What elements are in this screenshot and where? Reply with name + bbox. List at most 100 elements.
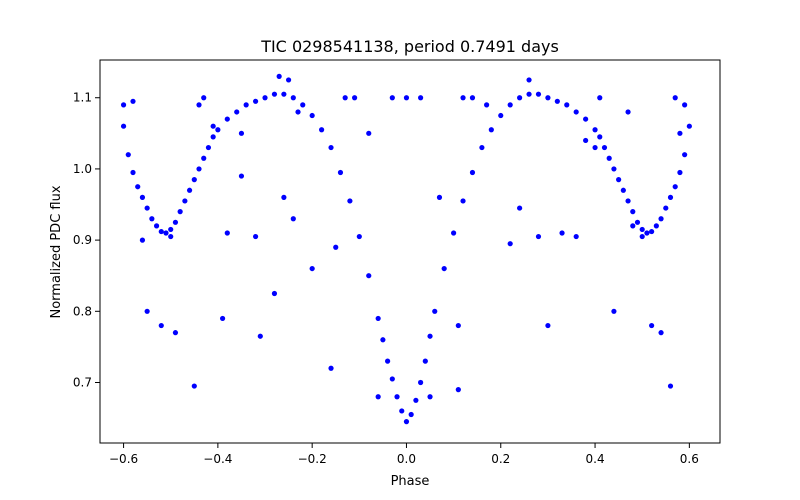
- data-point: [234, 109, 240, 115]
- data-point: [479, 144, 485, 151]
- data-point: [573, 233, 579, 240]
- data-point: [271, 290, 278, 297]
- data-point: [366, 273, 372, 279]
- axes-frame: [99, 59, 721, 444]
- data-point: [201, 95, 207, 101]
- x-axis: −0.6 −0.4 −0.2 0.0 0.2 0.4 0.6: [109, 443, 699, 466]
- data-point: [611, 308, 617, 314]
- x-tick-label: −0.6: [109, 452, 138, 466]
- data-point: [653, 223, 659, 229]
- data-point: [517, 95, 523, 101]
- y-tick-label: 0.9: [73, 233, 92, 247]
- data-point: [535, 91, 542, 97]
- data-point: [634, 219, 641, 225]
- data-point: [667, 383, 674, 389]
- data-point: [290, 216, 296, 222]
- y-tick-label: 1.0: [73, 162, 92, 176]
- data-point: [672, 184, 678, 190]
- data-point: [517, 205, 523, 211]
- data-point: [389, 376, 395, 382]
- data-point: [507, 102, 513, 108]
- data-point: [380, 337, 386, 343]
- data-point: [616, 177, 622, 183]
- data-point: [649, 228, 655, 235]
- data-point: [375, 394, 381, 400]
- plot-area: −0.6 −0.4 −0.2 0.0 0.2 0.4 0.6 0.7 0.8 0.9 1.0 1.1: [73, 59, 721, 466]
- data-point: [432, 308, 438, 314]
- data-point: [352, 95, 358, 101]
- data-point: [455, 387, 461, 393]
- data-point: [663, 205, 669, 211]
- x-axis-label: Phase: [391, 474, 430, 489]
- data-point: [125, 152, 131, 158]
- data-point: [677, 169, 683, 176]
- data-point: [196, 166, 202, 172]
- data-point: [672, 95, 678, 101]
- data-point: [427, 333, 433, 339]
- data-point: [205, 144, 212, 151]
- data-point: [144, 205, 150, 211]
- data-point: [375, 315, 381, 322]
- data-point: [403, 419, 410, 425]
- data-point: [649, 322, 655, 329]
- data-point: [135, 184, 141, 190]
- data-point: [484, 102, 490, 108]
- data-point: [583, 116, 589, 122]
- data-point: [573, 109, 579, 115]
- data-point: [583, 137, 589, 144]
- data-point: [144, 308, 150, 314]
- data-point: [597, 95, 603, 101]
- data-point: [677, 130, 683, 136]
- data-point: [644, 230, 650, 236]
- data-point: [488, 127, 494, 133]
- data-point: [333, 244, 339, 250]
- data-point: [564, 102, 570, 108]
- data-point: [281, 91, 287, 97]
- data-point: [130, 98, 136, 104]
- x-tick-label: −0.2: [298, 452, 327, 466]
- data-point: [620, 187, 626, 193]
- x-tick-label: −0.4: [203, 452, 232, 466]
- data-point: [422, 358, 428, 364]
- data-point: [224, 230, 230, 236]
- data-point: [399, 408, 405, 414]
- data-point: [625, 198, 631, 204]
- data-point: [257, 333, 263, 339]
- data-point: [630, 223, 636, 229]
- data-point: [328, 144, 334, 151]
- data-point: [182, 198, 188, 204]
- data-point: [545, 95, 551, 101]
- x-tick-label: 0.4: [586, 452, 605, 466]
- data-point: [460, 198, 466, 204]
- data-point: [658, 216, 664, 222]
- data-point: [153, 223, 160, 229]
- y-tick-label: 1.1: [73, 91, 92, 105]
- data-point: [441, 265, 447, 272]
- data-point: [460, 95, 466, 101]
- data-point: [469, 169, 476, 176]
- data-point: [276, 73, 282, 79]
- data-point: [337, 169, 344, 176]
- data-point: [658, 330, 664, 336]
- data-point: [611, 166, 617, 172]
- points-layer: [120, 73, 692, 425]
- data-point: [385, 358, 391, 364]
- data-point: [347, 198, 353, 204]
- data-point: [451, 230, 457, 236]
- y-axis-label: Normalized PDC flux: [49, 185, 64, 318]
- data-point: [686, 123, 692, 129]
- data-point: [394, 394, 400, 400]
- data-point: [120, 102, 127, 108]
- data-point: [139, 237, 146, 243]
- data-point: [210, 134, 216, 140]
- data-point: [300, 102, 306, 108]
- data-point: [271, 91, 278, 97]
- y-tick-label: 0.7: [73, 375, 92, 389]
- data-point: [120, 123, 127, 129]
- data-point: [507, 241, 513, 247]
- x-tick-label: 0.0: [397, 452, 416, 466]
- data-point: [455, 322, 461, 329]
- data-point: [215, 127, 221, 133]
- data-point: [238, 130, 245, 136]
